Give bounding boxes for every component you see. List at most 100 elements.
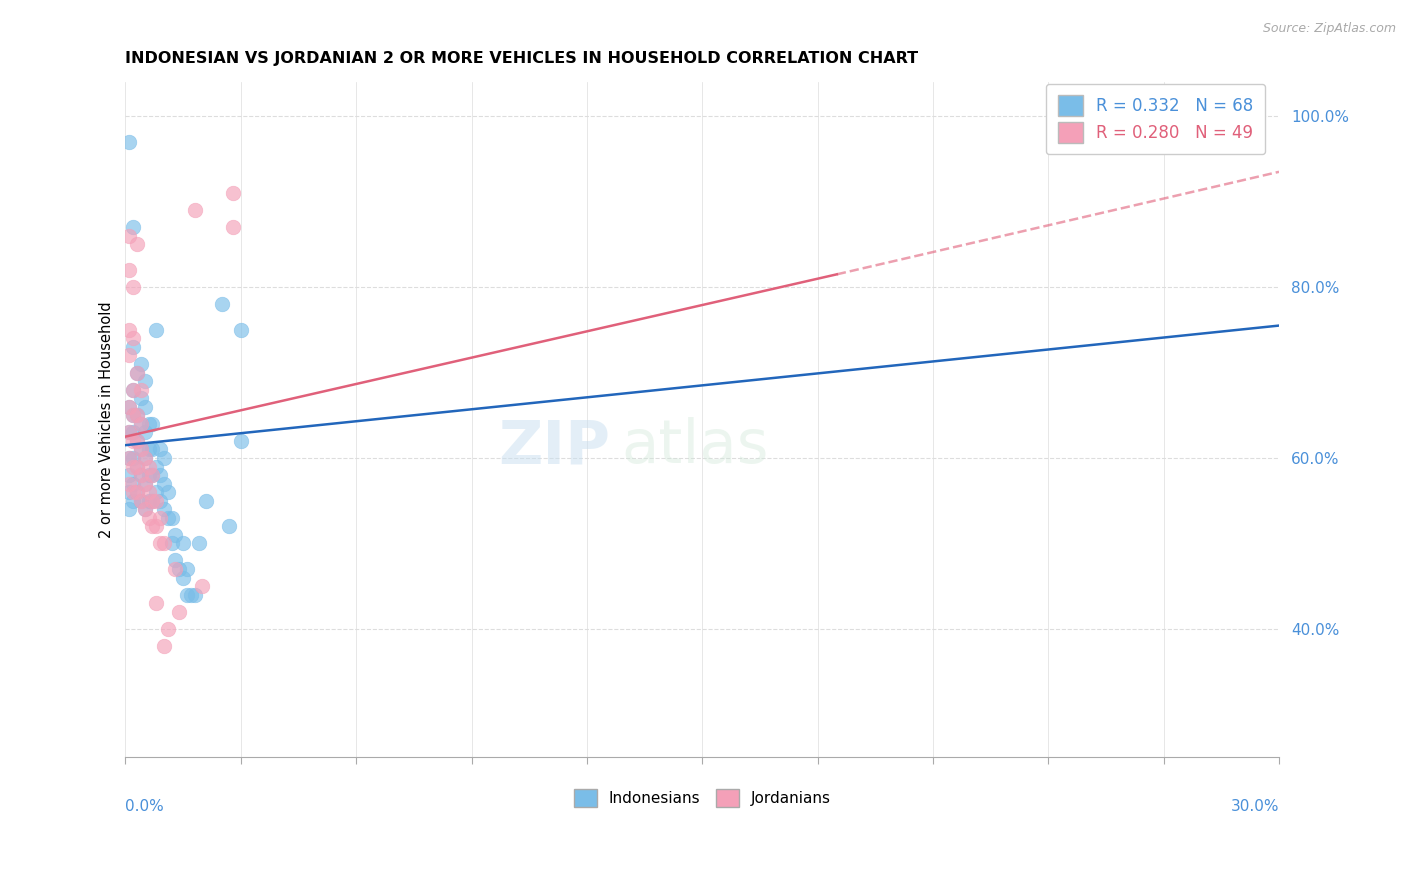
Point — [141, 493, 163, 508]
Point — [156, 622, 179, 636]
Point — [129, 468, 152, 483]
Point — [122, 409, 145, 423]
Point — [134, 400, 156, 414]
Point — [222, 220, 245, 235]
Y-axis label: 2 or more Vehicles in Household: 2 or more Vehicles in Household — [100, 301, 114, 538]
Point — [195, 493, 218, 508]
Point — [138, 459, 160, 474]
Point — [169, 605, 191, 619]
Point — [149, 442, 172, 457]
Point — [153, 502, 176, 516]
Point — [134, 502, 156, 516]
Point — [145, 323, 167, 337]
Point — [129, 417, 152, 431]
Point — [125, 409, 148, 423]
Point — [125, 366, 148, 380]
Point — [180, 588, 202, 602]
Point — [129, 383, 152, 397]
Point — [141, 519, 163, 533]
Point — [134, 425, 156, 440]
Point — [145, 459, 167, 474]
Point — [141, 468, 163, 483]
Point — [145, 493, 167, 508]
Point — [118, 485, 141, 500]
Point — [141, 417, 163, 431]
Point — [138, 442, 160, 457]
Point — [145, 519, 167, 533]
Point — [118, 476, 141, 491]
Legend: Indonesians, Jordanians: Indonesians, Jordanians — [568, 782, 837, 814]
Point — [149, 536, 172, 550]
Point — [153, 476, 176, 491]
Point — [118, 425, 141, 440]
Point — [138, 510, 160, 524]
Point — [149, 510, 172, 524]
Point — [172, 536, 194, 550]
Point — [222, 186, 245, 201]
Point — [145, 485, 167, 500]
Point — [160, 510, 183, 524]
Point — [141, 442, 163, 457]
Point — [122, 476, 145, 491]
Point — [125, 366, 148, 380]
Point — [122, 434, 145, 448]
Point — [125, 485, 148, 500]
Point — [211, 297, 233, 311]
Point — [118, 425, 141, 440]
Point — [118, 400, 141, 414]
Point — [138, 485, 160, 500]
Point — [149, 468, 172, 483]
Text: INDONESIAN VS JORDANIAN 2 OR MORE VEHICLES IN HOUSEHOLD CORRELATION CHART: INDONESIAN VS JORDANIAN 2 OR MORE VEHICL… — [125, 51, 918, 66]
Point — [153, 450, 176, 465]
Point — [156, 510, 179, 524]
Point — [160, 536, 183, 550]
Point — [118, 323, 141, 337]
Point — [125, 434, 148, 448]
Point — [165, 553, 187, 567]
Point — [169, 562, 191, 576]
Text: 0.0%: 0.0% — [125, 798, 165, 814]
Point — [176, 588, 198, 602]
Point — [122, 383, 145, 397]
Point — [134, 374, 156, 388]
Point — [138, 417, 160, 431]
Point — [118, 450, 141, 465]
Point — [138, 468, 160, 483]
Point — [129, 493, 152, 508]
Point — [122, 331, 145, 345]
Point — [134, 476, 156, 491]
Point — [134, 450, 156, 465]
Point — [134, 502, 156, 516]
Point — [156, 485, 179, 500]
Point — [153, 639, 176, 653]
Point — [129, 417, 152, 431]
Point — [165, 562, 187, 576]
Point — [141, 493, 163, 508]
Point — [118, 135, 141, 149]
Point — [229, 434, 252, 448]
Point — [125, 237, 148, 252]
Point — [122, 280, 145, 294]
Point — [122, 493, 145, 508]
Point — [172, 570, 194, 584]
Point — [129, 442, 152, 457]
Point — [129, 493, 152, 508]
Point — [118, 450, 141, 465]
Point — [141, 468, 163, 483]
Point — [122, 383, 145, 397]
Point — [191, 579, 214, 593]
Point — [122, 425, 145, 440]
Point — [118, 228, 141, 243]
Point — [129, 357, 152, 371]
Point — [218, 519, 240, 533]
Point — [125, 485, 148, 500]
Point — [122, 220, 145, 235]
Text: Source: ZipAtlas.com: Source: ZipAtlas.com — [1263, 22, 1396, 36]
Point — [122, 485, 145, 500]
Point — [149, 493, 172, 508]
Point — [125, 459, 148, 474]
Point — [129, 442, 152, 457]
Text: atlas: atlas — [621, 417, 769, 476]
Point — [125, 434, 148, 448]
Point — [138, 493, 160, 508]
